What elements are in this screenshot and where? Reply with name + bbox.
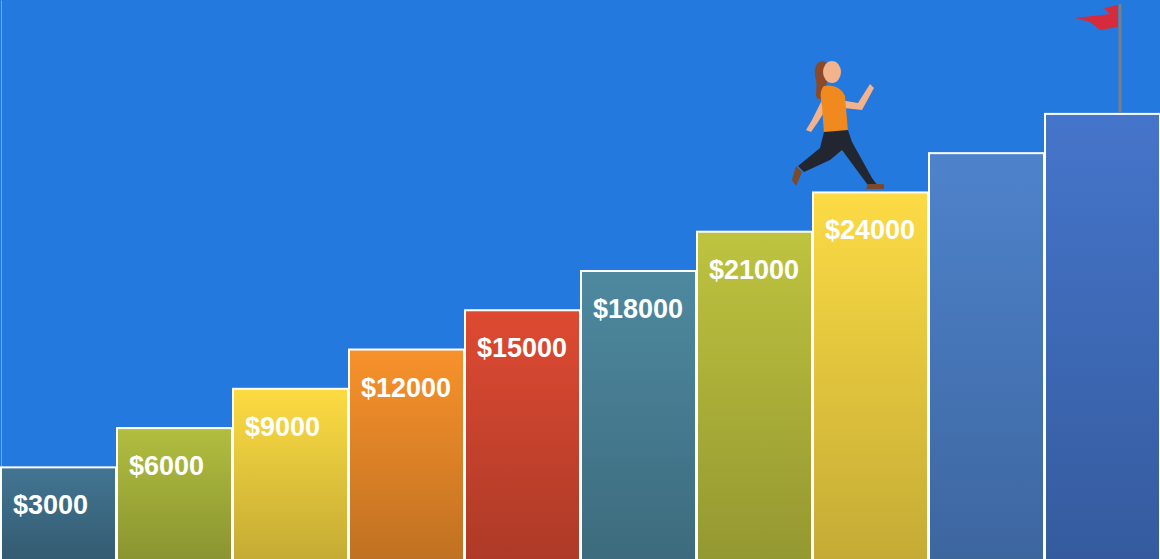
shoe (792, 166, 802, 186)
bar (929, 153, 1044, 559)
bar (813, 192, 928, 559)
bar (117, 428, 232, 559)
data-label: $12000 (361, 373, 451, 403)
data-label: $6000 (129, 451, 204, 481)
data-label: $9000 (245, 412, 320, 442)
bar (233, 389, 348, 559)
pants (798, 130, 878, 188)
bar (1, 467, 116, 559)
flag (1075, 4, 1120, 113)
bar (465, 310, 580, 559)
runner (792, 61, 884, 189)
data-label: $24000 (825, 215, 915, 245)
data-labels: $3000 $6000 $9000 $12000 $15000 $18000 $21000 $… (13, 215, 915, 520)
bar (1045, 114, 1160, 559)
plot-area (1, 114, 1160, 559)
data-label: $18000 (593, 294, 683, 324)
data-label: $15000 (477, 333, 567, 363)
shirt (821, 85, 848, 134)
bar (349, 350, 464, 559)
data-label: $3000 (13, 490, 88, 520)
axis-line (1, 1, 2, 559)
flag-pole (1119, 4, 1122, 113)
head (823, 61, 841, 83)
data-label: $21000 (709, 255, 799, 285)
bar (697, 232, 812, 559)
y-axis (1, 1, 2, 559)
chart: $3000 $6000 $9000 $12000 $15000 $18000 $21000 $… (0, 0, 1160, 559)
flag-cloth (1075, 5, 1118, 30)
shoe (866, 184, 884, 189)
bar (581, 271, 696, 559)
